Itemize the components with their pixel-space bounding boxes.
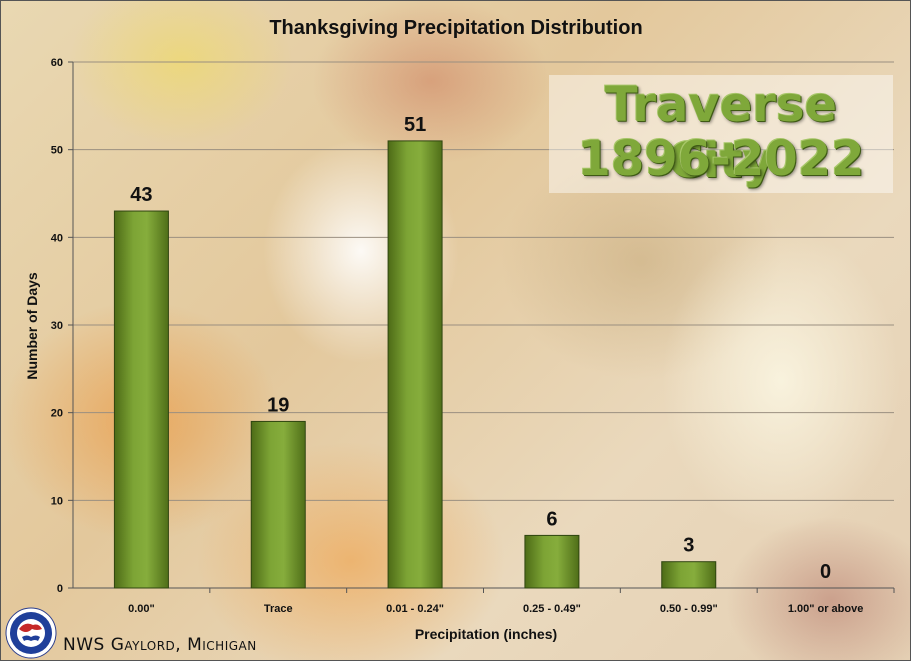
overlay-years: 1896-2022 xyxy=(577,131,865,187)
x-tick-label: 0.25 - 0.49" xyxy=(523,603,581,615)
bars xyxy=(113,140,717,589)
bar xyxy=(113,210,169,589)
footer-credit: NWS Gaylord, Michigan xyxy=(63,635,257,655)
data-label: 6 xyxy=(546,508,557,530)
bar xyxy=(250,420,306,589)
bar xyxy=(661,561,717,589)
x-tick-label: 0.00" xyxy=(128,603,155,615)
nws-logo-icon xyxy=(5,607,57,659)
x-tick-label: 0.01 - 0.24" xyxy=(386,603,444,615)
y-tick-label: 30 xyxy=(51,320,63,332)
y-tick-label: 0 xyxy=(57,583,63,595)
y-tick-label: 50 xyxy=(51,145,63,157)
y-tick-label: 40 xyxy=(51,232,63,244)
y-tick-label: 60 xyxy=(51,57,63,69)
data-label: 51 xyxy=(404,114,426,136)
data-label: 19 xyxy=(267,394,289,416)
data-label: 43 xyxy=(130,184,152,206)
x-tick-label: 1.00" or above xyxy=(788,603,864,615)
overlay-location: Traverse City xyxy=(604,77,838,189)
gridlines xyxy=(73,61,894,501)
y-axis-label: Number of Days xyxy=(24,272,40,380)
data-label: 0 xyxy=(820,561,831,583)
x-axis-label: Precipitation (inches) xyxy=(415,626,557,642)
bar xyxy=(387,140,443,589)
x-tick-label: Trace xyxy=(264,603,293,615)
data-label: 3 xyxy=(683,535,694,557)
y-tick-label: 10 xyxy=(51,495,63,507)
bar xyxy=(524,534,580,589)
x-tick-label: 0.50 - 0.99" xyxy=(660,603,718,615)
location-overlay: Traverse City 1896-2022 xyxy=(549,75,893,193)
chart-title: Thanksgiving Precipitation Distribution xyxy=(269,17,642,39)
y-tick-label: 20 xyxy=(51,408,63,420)
axes xyxy=(68,61,895,593)
